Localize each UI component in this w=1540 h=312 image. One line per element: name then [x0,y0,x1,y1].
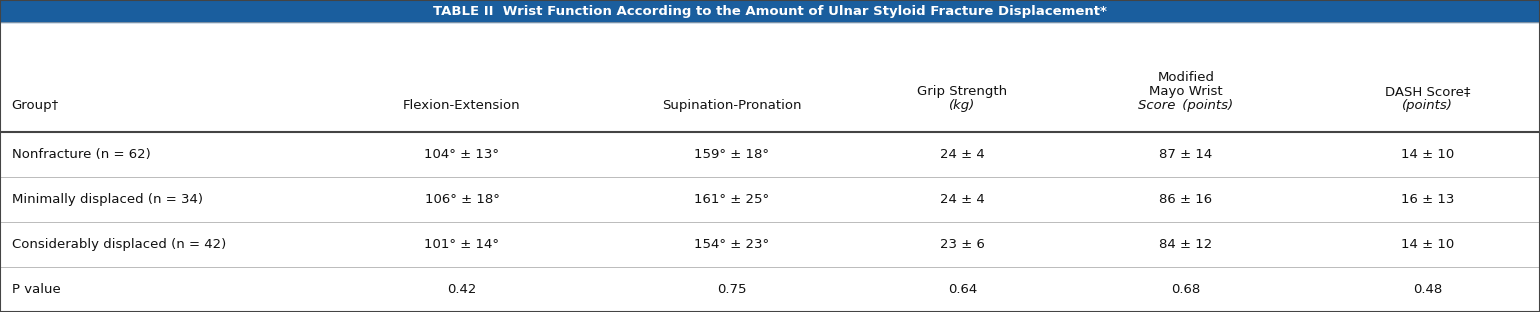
Text: (points): (points) [1401,99,1454,112]
Text: 0.48: 0.48 [1414,283,1441,296]
Text: Group†: Group† [12,99,59,112]
Text: 24 ± 4: 24 ± 4 [939,148,986,161]
Text: 0.75: 0.75 [716,283,747,296]
Text: Minimally displaced (n = 34): Minimally displaced (n = 34) [12,193,203,206]
Text: 84 ± 12: 84 ± 12 [1160,238,1212,251]
Text: DASH Score‡: DASH Score‡ [1384,85,1471,98]
Text: (kg): (kg) [949,99,976,112]
Text: P value: P value [12,283,60,296]
Text: Nonfracture (n = 62): Nonfracture (n = 62) [12,148,151,161]
Text: 87 ± 14: 87 ± 14 [1160,148,1212,161]
Text: Flexion-Extension: Flexion-Extension [403,99,521,112]
Text: Mayo Wrist: Mayo Wrist [1149,85,1223,98]
Text: Modified: Modified [1157,71,1215,84]
Text: 101° ± 14°: 101° ± 14° [425,238,499,251]
Text: 161° ± 25°: 161° ± 25° [695,193,768,206]
Bar [0,22,1540,132]
Text: Considerably displaced (n = 42): Considerably displaced (n = 42) [12,238,226,251]
Bar [0,0,1540,22]
Text: 14 ± 10: 14 ± 10 [1401,238,1454,251]
Text: 23 ± 6: 23 ± 6 [939,238,986,251]
Text: 106° ± 18°: 106° ± 18° [425,193,499,206]
Text: 14 ± 10: 14 ± 10 [1401,148,1454,161]
Text: Grip Strength: Grip Strength [918,85,1007,98]
Text: 0.42: 0.42 [447,283,477,296]
Text: 16 ± 13: 16 ± 13 [1401,193,1454,206]
Text: 154° ± 23°: 154° ± 23° [695,238,768,251]
Text: 24 ± 4: 24 ± 4 [939,193,986,206]
Text: 86 ± 16: 86 ± 16 [1160,193,1212,206]
Text: Supination-Pronation: Supination-Pronation [662,99,801,112]
Text: 104° ± 13°: 104° ± 13° [425,148,499,161]
Text: 0.64: 0.64 [949,283,976,296]
Text: Score  (points): Score (points) [1138,99,1234,112]
Text: TABLE II  Wrist Function According to the Amount of Ulnar Styloid Fracture Displ: TABLE II Wrist Function According to the… [433,4,1107,17]
Text: 0.68: 0.68 [1172,283,1200,296]
Text: 159° ± 18°: 159° ± 18° [695,148,768,161]
